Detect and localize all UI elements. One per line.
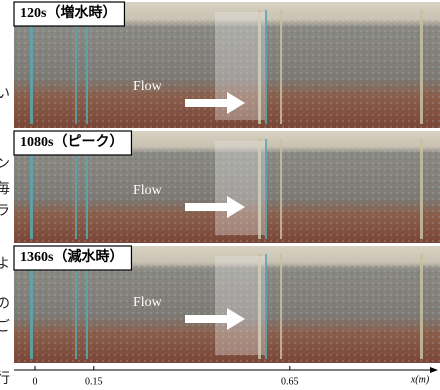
flow-label: Flow: [133, 183, 163, 198]
margin-char: 行: [0, 371, 10, 387]
post: [280, 254, 282, 359]
figure: いン毎ラよのご行 Flow 120s（増水時） Flow 1080s（ピーク） Flow 1…: [0, 0, 440, 390]
post: [30, 10, 33, 124]
post: [265, 10, 267, 124]
margin-char: い: [0, 87, 10, 102]
panel-label: 1080s（ピーク）: [20, 134, 123, 150]
post: [265, 139, 267, 239]
margin-char: ご: [0, 319, 10, 335]
margin-char: 毎: [0, 181, 10, 197]
axis-tick-label: 0.15: [85, 376, 103, 387]
axis-arrow: [430, 367, 438, 373]
axis-tick-label: 0.65: [281, 376, 299, 387]
axis-label: x(m): [410, 374, 430, 385]
post: [265, 254, 267, 359]
mesh: [215, 256, 265, 355]
margin-char: ラ: [0, 204, 10, 219]
panel-label: 120s（増水時）: [20, 4, 116, 21]
post: [280, 139, 282, 239]
post: [420, 139, 423, 239]
margin-char: の: [0, 297, 10, 312]
flow-label: Flow: [133, 295, 163, 310]
flow-label: Flow: [133, 79, 163, 94]
post: [420, 10, 423, 124]
axis-tick-label: 0: [33, 376, 38, 387]
mesh: [215, 141, 265, 235]
margin-char: ン: [0, 157, 10, 172]
post: [86, 10, 88, 124]
post: [75, 10, 77, 124]
margin-char: よ: [0, 257, 10, 272]
post: [420, 254, 423, 359]
post: [280, 10, 282, 124]
panel-label: 1360s（減水時）: [20, 248, 123, 265]
